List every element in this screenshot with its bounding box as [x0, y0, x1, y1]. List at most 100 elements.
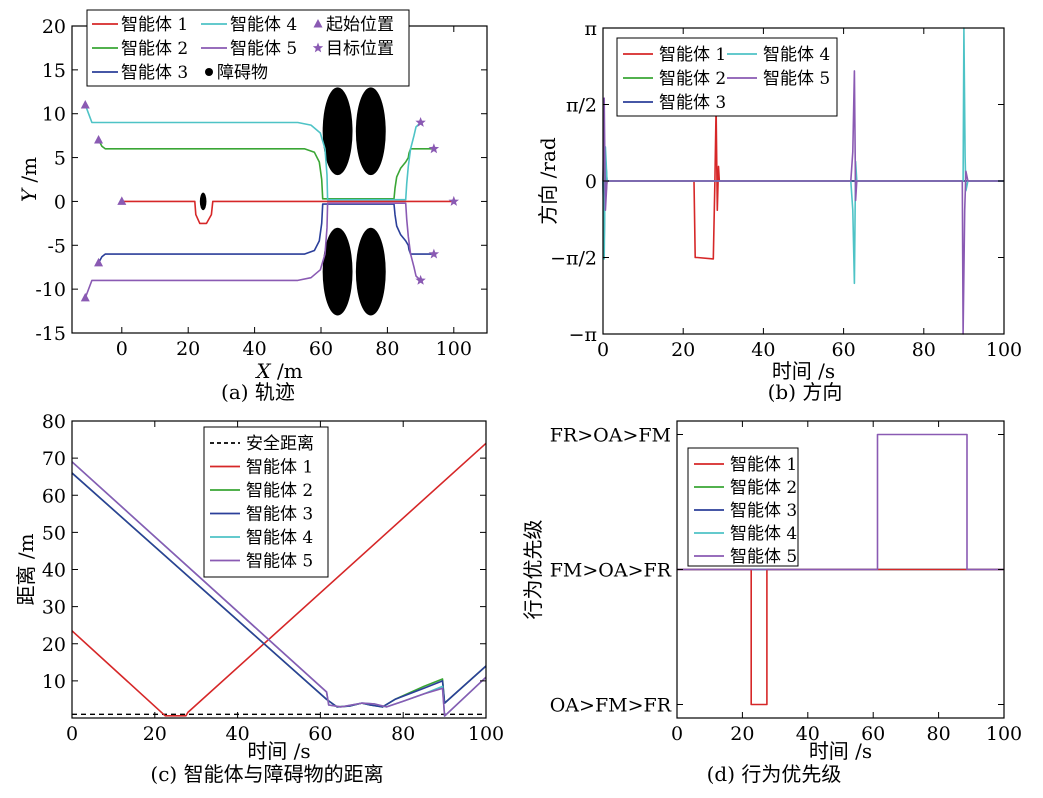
panel-b-legend: 智能体 1 智能体 4 智能体 2 智能体 5 智能体 3	[616, 37, 838, 117]
x-tick-label: 100	[986, 723, 1022, 745]
x-tick-label: 60	[308, 723, 332, 745]
x-tick-label: 80	[912, 339, 936, 361]
obstacle	[322, 227, 353, 316]
y-tick-label: 40	[42, 560, 66, 582]
legend-label: 智能体 1	[246, 458, 313, 478]
y-tick-label: π	[585, 18, 598, 40]
legend-label: 智能体 4	[246, 528, 313, 548]
x-tick-label: 0	[597, 339, 609, 361]
goal-marker	[448, 195, 459, 206]
y-tick-label: 15	[42, 60, 66, 82]
legend-label: 智能体 3	[121, 63, 188, 83]
goal-marker	[415, 117, 426, 127]
legend-start-marker	[313, 19, 323, 28]
legend-label: 智能体 1	[121, 15, 188, 35]
y-tick-label: 50	[42, 522, 66, 544]
panel-a-marks	[80, 87, 459, 316]
legend-label: 智能体 2	[121, 39, 188, 59]
x-tick-label: 80	[391, 723, 415, 745]
y-tick-label: 0	[54, 191, 66, 213]
panel-d-priority: 0 20 40 60 80 100 OA>FM>FR FM>OA>FR FR>OA>FM 智能体 …	[521, 420, 1022, 786]
x-tick-label: 20	[176, 338, 200, 360]
x-tick-label: 40	[243, 338, 267, 360]
panel-a-trajectory: 0 20 40 60 80 100 -15 -10 -5 0 5 10 15 20 智能体 1 智能体 4 起始…	[17, 9, 488, 404]
series-line-agent2	[97, 139, 434, 200]
y-tick-label: 20	[42, 16, 66, 38]
legend-label: 智能体 3	[730, 501, 797, 521]
x-tick-label: 80	[375, 338, 399, 360]
x-tick-label: 100	[436, 338, 472, 360]
x-tick-label: 40	[751, 339, 775, 361]
legend-label: 目标位置	[326, 39, 394, 59]
start-marker	[94, 257, 104, 267]
y-tick-label: 70	[42, 448, 66, 470]
legend-box	[203, 426, 329, 578]
obstacle	[355, 87, 386, 176]
legend-obstacle-marker	[205, 68, 213, 76]
x-axis-label: 时间 /s	[809, 739, 872, 763]
series-line-agent5	[677, 433, 1004, 571]
legend-box	[86, 9, 410, 87]
y-tick-label: 5	[54, 148, 66, 170]
y-tick-label: 30	[42, 597, 66, 619]
goal-marker	[428, 143, 440, 154]
x-tick-label: 20	[671, 339, 695, 361]
legend-label: 智能体 5	[763, 69, 830, 89]
series-line-agent3	[97, 203, 434, 264]
obstacle	[355, 227, 386, 316]
y-axis-label: 行为优先级	[521, 520, 545, 620]
legend-label: 智能体 4	[763, 45, 830, 65]
x-tick-label: 100	[986, 339, 1022, 361]
legend-label: 智能体 4	[230, 15, 297, 35]
y-tick-label: −π	[569, 324, 597, 346]
legend-label: 智能体 5	[230, 39, 297, 59]
y-tick-label: FR>OA>FM	[550, 425, 671, 447]
y-tick-label: -10	[35, 279, 66, 301]
y-tick-label: π/2	[566, 94, 597, 116]
legend-label: 智能体 3	[659, 93, 726, 113]
y-tick-label: 10	[42, 671, 66, 693]
legend-label: 起始位置	[326, 15, 394, 35]
legend-goal-marker	[312, 42, 324, 53]
panel-b-marks	[602, 27, 1004, 335]
x-axis-label: 时间 /s	[772, 359, 835, 383]
x-tick-label: 20	[730, 723, 754, 745]
y-tick-label: -5	[47, 235, 66, 257]
panel-d-legend: 智能体 1 智能体 2 智能体 3 智能体 4 智能体 5	[687, 447, 799, 567]
y-tick-label: 10	[42, 104, 66, 126]
legend-label: 智能体 1	[730, 455, 797, 475]
goal-marker	[415, 274, 426, 285]
y-tick-label: -15	[35, 323, 66, 345]
start-marker	[80, 99, 90, 109]
y-tick-label: FM>OA>FR	[550, 560, 672, 582]
legend-label: 智能体 5	[246, 552, 313, 572]
panel-d-marks	[677, 433, 1004, 706]
y-axis-label: Y /m	[17, 157, 41, 202]
goal-marker	[428, 248, 440, 259]
obstacle	[322, 87, 353, 176]
y-axis-label: 方向 /rad	[536, 137, 560, 225]
panel-caption: (d) 行为优先级	[707, 762, 842, 786]
x-tick-label: 80	[927, 723, 951, 745]
x-axis-label: X /m	[254, 359, 302, 383]
obstacle	[199, 192, 207, 211]
x-tick-label: 60	[861, 723, 885, 745]
legend-label: 障碍物	[217, 63, 268, 83]
x-tick-label: 0	[671, 723, 683, 745]
legend-label: 智能体 2	[659, 69, 726, 89]
start-marker	[80, 292, 90, 302]
y-tick-label: 80	[42, 411, 66, 433]
y-tick-label: 60	[42, 485, 66, 507]
legend-label: 智能体 3	[246, 505, 313, 525]
x-tick-label: 60	[832, 339, 856, 361]
series-line-agent5	[84, 202, 422, 299]
x-tick-label: 0	[66, 723, 78, 745]
x-tick-label: 100	[468, 723, 504, 745]
panel-caption: (c) 智能体与障碍物的距离	[150, 762, 383, 786]
legend-label: 智能体 4	[730, 524, 797, 544]
x-tick-label: 20	[143, 723, 167, 745]
y-axis-label: 距离 /m	[14, 533, 38, 605]
x-tick-label: 40	[796, 723, 820, 745]
legend-label: 智能体 2	[246, 481, 313, 501]
